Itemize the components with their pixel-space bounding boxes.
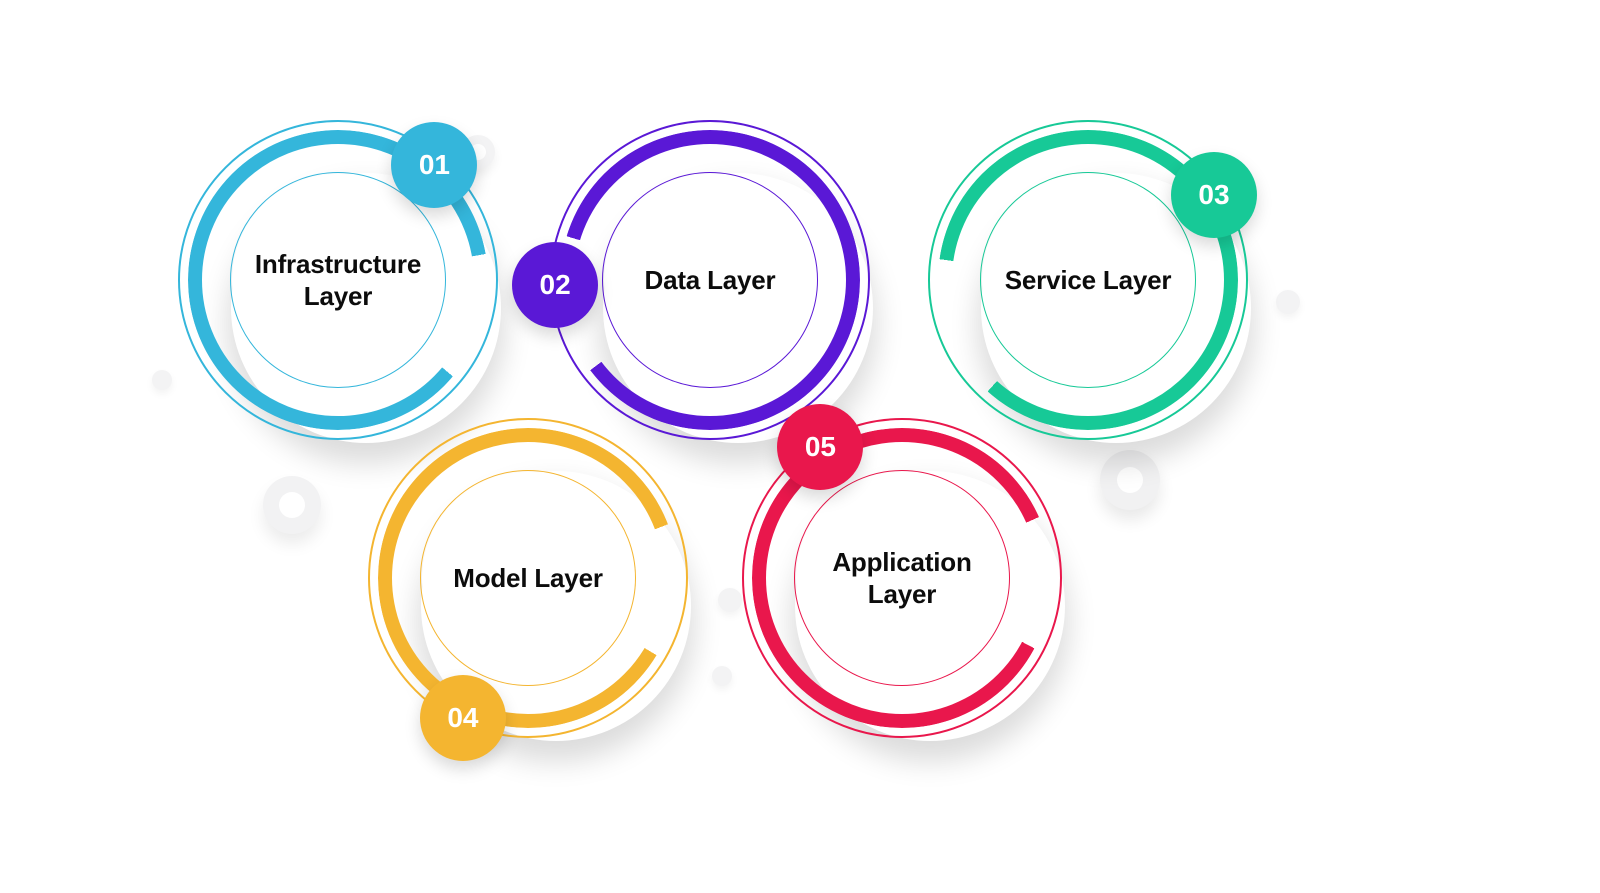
inner-disc: Data Layer xyxy=(604,174,816,386)
decoration-dot xyxy=(1276,290,1300,314)
number-badge: 03 xyxy=(1171,152,1257,238)
layer-label: Service Layer xyxy=(1005,264,1172,297)
number-badge: 01 xyxy=(391,122,477,208)
layer-node-data: Data Layer02 xyxy=(550,120,870,440)
number-badge-text: 04 xyxy=(447,702,478,734)
inner-disc: Service Layer xyxy=(982,174,1194,386)
decoration-dot xyxy=(279,492,305,518)
layer-label: Application Layer xyxy=(832,546,971,611)
decoration-dot xyxy=(712,666,732,686)
layer-label: Model Layer xyxy=(453,562,603,595)
decoration-dot xyxy=(152,370,172,390)
number-badge: 02 xyxy=(512,242,598,328)
number-badge: 04 xyxy=(420,675,506,761)
number-badge-text: 01 xyxy=(419,149,450,181)
number-badge-text: 03 xyxy=(1198,179,1229,211)
layer-node-service: Service Layer 03 xyxy=(928,120,1248,440)
layer-label: Data Layer xyxy=(645,264,776,297)
infographic-stage: Infrastructure Layer01Data Layer02Servic… xyxy=(0,0,1600,893)
layer-node-model: Model Layer 04 xyxy=(368,418,688,738)
decoration-dot xyxy=(718,588,742,612)
layer-label: Infrastructure Layer xyxy=(255,248,421,313)
inner-disc: Application Layer xyxy=(796,472,1008,684)
layer-node-infrastructure: Infrastructure Layer 01 xyxy=(178,120,498,440)
inner-disc: Infrastructure Layer xyxy=(232,174,444,386)
number-badge-text: 02 xyxy=(540,269,571,301)
number-badge-text: 05 xyxy=(805,431,836,463)
layer-node-application: Application Layer 05 xyxy=(742,418,1062,738)
decoration-dot xyxy=(1117,467,1143,493)
inner-disc: Model Layer xyxy=(422,472,634,684)
